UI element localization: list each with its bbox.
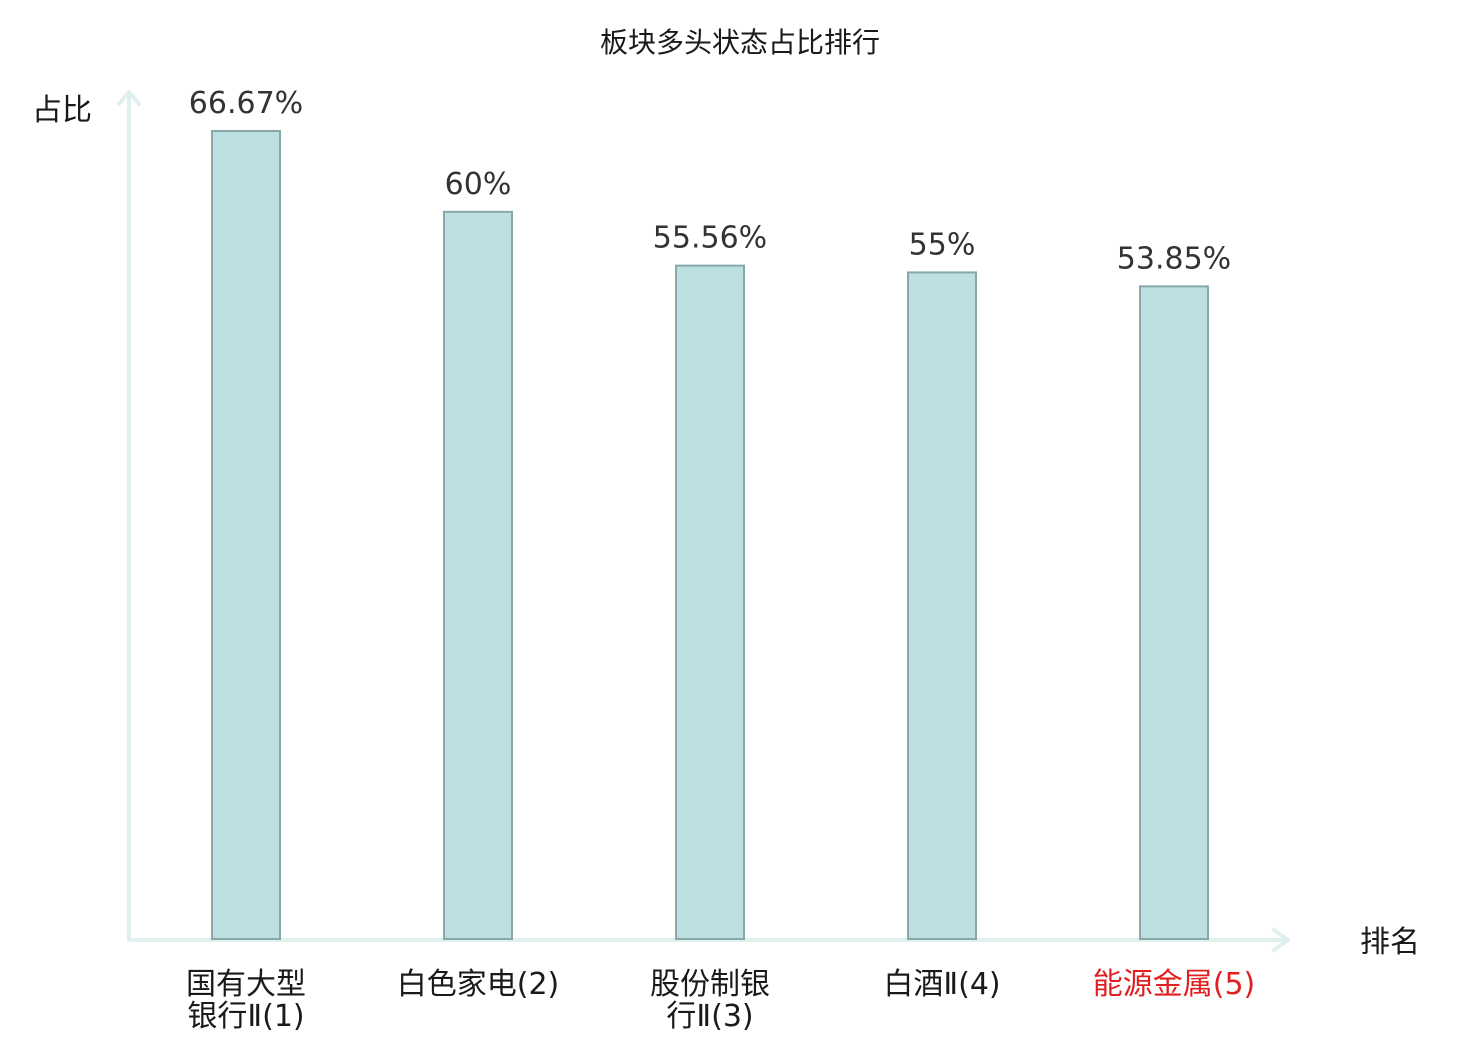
- value-label-5: 53.85%: [1117, 241, 1231, 276]
- chart-title: 板块多头状态占比排行: [600, 26, 880, 59]
- value-label-3: 55.56%: [653, 221, 767, 256]
- y-axis-arrow: [117, 90, 141, 106]
- value-label-1: 66.67%: [189, 86, 303, 121]
- bar-2: [443, 210, 513, 940]
- bar-1: [211, 130, 281, 940]
- x-axis-arrow: [1272, 928, 1290, 952]
- category-label-3: 股份制银行Ⅱ(3): [650, 967, 770, 1034]
- category-label-5: 能源金属(5): [1093, 967, 1256, 1002]
- bar-3: [675, 264, 745, 940]
- category-label-4: 白酒Ⅱ(4): [883, 967, 1000, 1002]
- bar-4: [907, 271, 977, 940]
- category-labels-group: 国有大型银行Ⅱ(1) 白色家电(2) 股份制银行Ⅱ(3) 白酒Ⅱ(4) 能源金属(5): [186, 967, 1255, 1034]
- y-axis-label: 占比: [32, 93, 92, 128]
- bar-5: [1139, 285, 1209, 941]
- category-label-1: 国有大型银行Ⅱ(1): [186, 967, 306, 1034]
- value-label-4: 55%: [909, 227, 976, 262]
- value-label-2: 60%: [445, 167, 512, 202]
- bars-group: [211, 130, 1209, 941]
- value-labels-group: 66.67% 60% 55.56% 55% 53.85%: [189, 86, 1231, 276]
- x-axis-label: 排名: [1360, 925, 1420, 960]
- category-label-2: 白色家电(2): [397, 967, 560, 1002]
